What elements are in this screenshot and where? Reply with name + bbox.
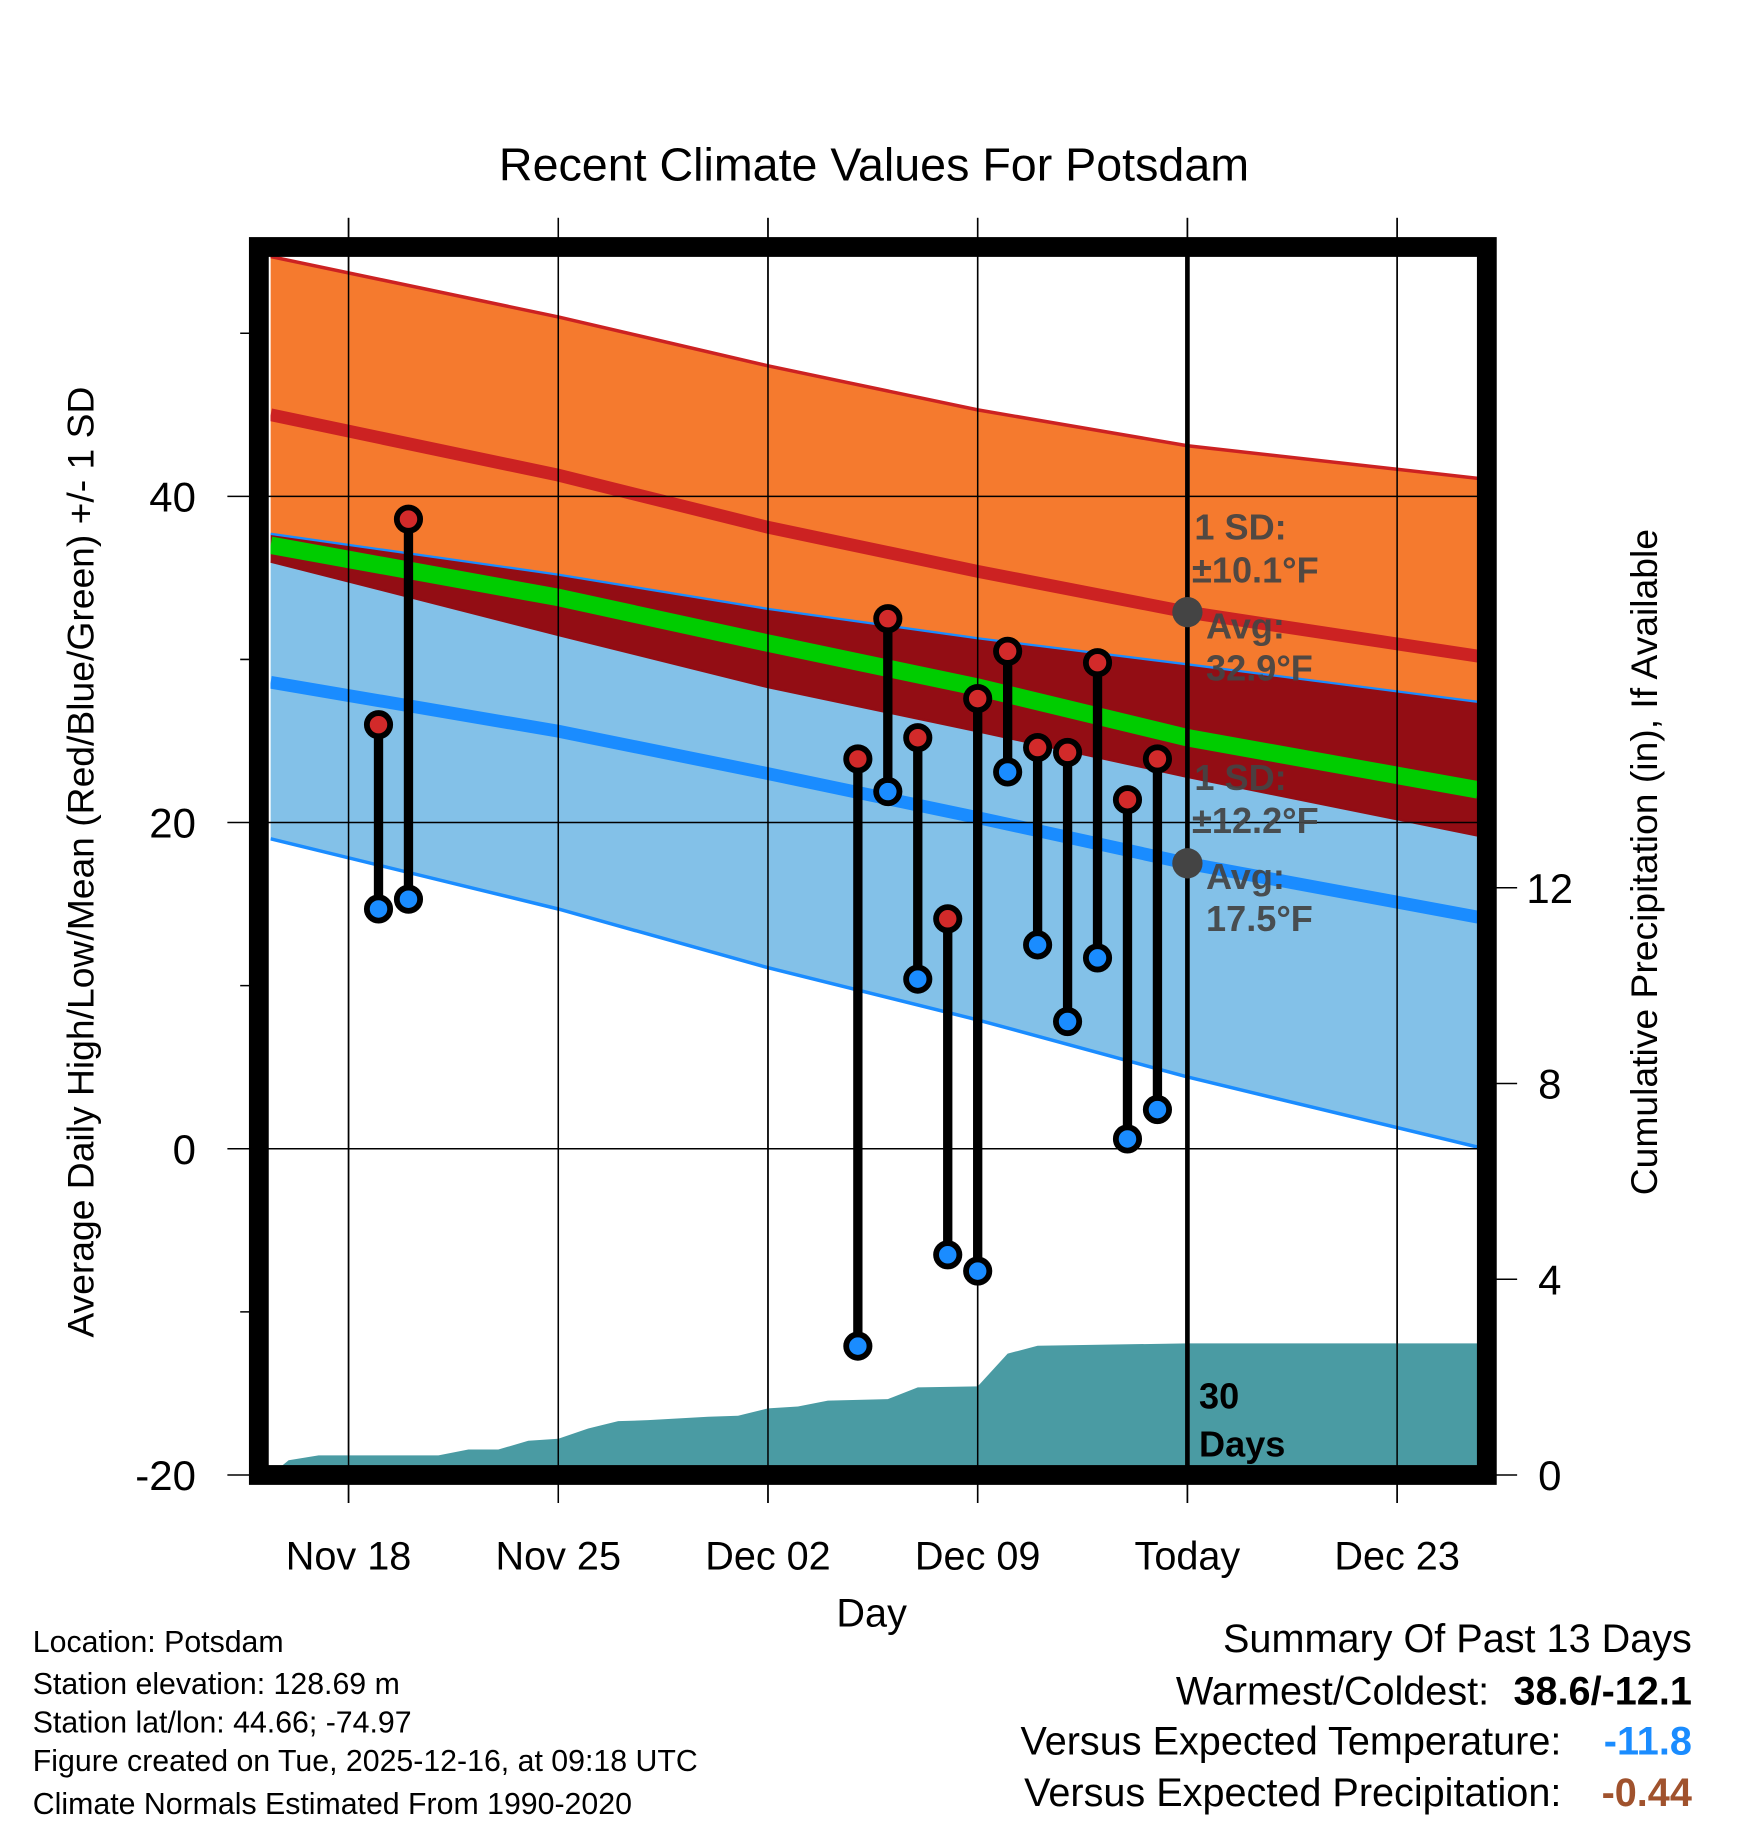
x-tick-label: Dec 23 — [1334, 1534, 1460, 1578]
plot-frame — [248, 237, 1497, 1485]
high-point — [933, 904, 963, 934]
high-avg-line — [270, 408, 1478, 663]
high-point — [1082, 648, 1113, 678]
temp-anomaly-label: Versus Expected Temperature: — [1020, 1720, 1561, 1764]
high-point — [903, 723, 933, 753]
high-lower-sd-line — [270, 560, 1478, 837]
observation — [393, 504, 424, 914]
low-point — [963, 1256, 993, 1286]
warm-cold-value: 38.6/-12.1 — [1513, 1670, 1691, 1714]
y-tick-label: 0 — [173, 1126, 196, 1173]
low-point — [1023, 930, 1053, 960]
y2-tick-label: 12 — [1526, 865, 1573, 912]
x-axis-label: Day — [836, 1591, 907, 1635]
low-point — [1053, 1006, 1083, 1037]
observation — [873, 604, 903, 807]
low-point — [843, 1331, 873, 1361]
x-tick-label: Dec 02 — [705, 1534, 831, 1578]
footer-location: Location: Potsdam — [33, 1626, 284, 1659]
low-avg-marker — [1172, 848, 1203, 879]
low-lower-sd-line — [270, 837, 1478, 1149]
high-sd-value: ±10.1°F — [1192, 550, 1319, 591]
high-avg-value: 32.9°F — [1206, 647, 1313, 688]
low-point — [993, 757, 1023, 787]
footer-normals: Climate Normals Estimated From 1990-2020 — [33, 1788, 632, 1821]
low-avg-line — [270, 675, 1478, 924]
footer-created: Figure created on Tue, 2025-12-16, at 09… — [33, 1745, 698, 1778]
low-point — [873, 776, 903, 807]
low-point — [393, 884, 424, 914]
footer-latlon: Station lat/lon: 44.66; -74.97 — [33, 1706, 412, 1739]
x-tick-label: Nov 18 — [286, 1534, 412, 1578]
observation — [1142, 744, 1173, 1125]
x-tick-label: Today — [1135, 1534, 1241, 1578]
summary-title: Summary Of Past 13 Days — [1223, 1617, 1692, 1661]
observation — [1023, 732, 1053, 960]
low-sd-label: 1 SD: — [1194, 757, 1286, 798]
high-upper-sd-line — [270, 256, 1478, 481]
observation — [363, 710, 394, 924]
precip-anomaly-value: -0.44 — [1602, 1771, 1692, 1815]
low-avg-value: 17.5°F — [1206, 898, 1313, 939]
high-point — [1023, 732, 1053, 763]
summary: Summary Of Past 13 Days Warmest/Coldest:… — [1020, 1617, 1691, 1815]
observation — [933, 904, 963, 1270]
high-point — [843, 744, 873, 774]
low-point — [1142, 1095, 1173, 1125]
high-point — [1112, 785, 1143, 815]
high-point — [1142, 744, 1173, 774]
high-point — [873, 604, 903, 634]
high-point — [993, 636, 1023, 666]
mean-line — [270, 536, 1478, 799]
y2-tick-label: 0 — [1538, 1452, 1561, 1499]
high-point — [1053, 737, 1083, 767]
high-point — [963, 684, 993, 714]
observation — [963, 684, 993, 1286]
y2-tick-label: 8 — [1538, 1061, 1561, 1108]
low-point — [1112, 1124, 1143, 1154]
window-label-number: 30 — [1199, 1376, 1239, 1417]
high-avg-marker — [1172, 596, 1203, 628]
chart-title: Recent Climate Values For Potsdam — [499, 139, 1249, 191]
footer-elevation: Station elevation: 128.69 m — [33, 1668, 400, 1701]
low-point — [363, 894, 394, 924]
y-tick-label: 40 — [149, 473, 196, 520]
window-label-unit: Days — [1199, 1423, 1285, 1464]
low-avg-label: Avg: — [1206, 856, 1285, 897]
low-point — [1082, 943, 1113, 973]
y2-tick-label: 4 — [1538, 1256, 1561, 1303]
observation — [1112, 785, 1143, 1154]
low-sd-value: ±12.2°F — [1192, 800, 1319, 841]
x-tick-label: Dec 09 — [915, 1534, 1041, 1578]
observation — [903, 723, 933, 994]
y-tick-label: -20 — [135, 1452, 196, 1499]
x-tick-label: Nov 25 — [496, 1534, 622, 1578]
y2-axis-label: Cumulative Precipitation (in), If Availa… — [1623, 529, 1665, 1195]
observation — [1082, 648, 1113, 973]
y-axis-label: Average Daily High/Low/Mean (Red/Blue/Gr… — [59, 387, 101, 1338]
high-point — [393, 504, 424, 534]
low-point — [933, 1240, 963, 1270]
low-point — [903, 964, 933, 994]
plot-area — [270, 256, 1478, 1468]
observation — [993, 636, 1023, 787]
observation — [1053, 737, 1083, 1037]
precip-anomaly-label: Versus Expected Precipitation: — [1024, 1771, 1561, 1815]
y-tick-label: 20 — [149, 800, 196, 847]
observation — [843, 744, 873, 1361]
temp-anomaly-value: -11.8 — [1604, 1720, 1692, 1764]
high-point — [363, 710, 394, 740]
warm-cold-label: Warmest/Coldest: — [1176, 1670, 1489, 1714]
high-avg-label: Avg: — [1206, 605, 1285, 646]
precip-area — [279, 1343, 1478, 1468]
low-upper-sd-line — [270, 532, 1478, 703]
high-sd-label: 1 SD: — [1194, 506, 1286, 547]
footer-info: Location: Potsdam Station elevation: 128… — [33, 1626, 698, 1821]
